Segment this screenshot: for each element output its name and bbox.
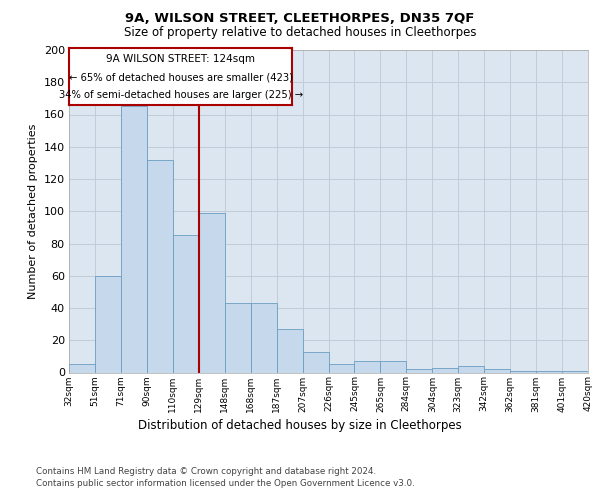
Text: 34% of semi-detached houses are larger (225) →: 34% of semi-detached houses are larger (…: [59, 90, 302, 100]
Bar: [433, 368, 458, 372]
Bar: [199, 213, 224, 372]
Y-axis label: Number of detached properties: Number of detached properties: [28, 124, 38, 299]
Bar: [458, 366, 484, 372]
Bar: [121, 106, 147, 372]
Text: Contains public sector information licensed under the Open Government Licence v3: Contains public sector information licen…: [36, 480, 415, 488]
Bar: [329, 364, 355, 372]
Text: 9A, WILSON STREET, CLEETHORPES, DN35 7QF: 9A, WILSON STREET, CLEETHORPES, DN35 7QF: [125, 12, 475, 25]
Bar: [225, 303, 251, 372]
Text: Size of property relative to detached houses in Cleethorpes: Size of property relative to detached ho…: [124, 26, 476, 39]
Bar: [147, 160, 173, 372]
Bar: [302, 352, 329, 372]
Bar: [69, 364, 95, 372]
Bar: [173, 236, 199, 372]
Bar: [536, 371, 562, 372]
Text: Contains HM Land Registry data © Crown copyright and database right 2024.: Contains HM Land Registry data © Crown c…: [36, 466, 376, 475]
Bar: [562, 371, 588, 372]
Text: ← 65% of detached houses are smaller (423): ← 65% of detached houses are smaller (42…: [68, 72, 293, 83]
Bar: [380, 361, 406, 372]
Bar: [484, 370, 510, 372]
Bar: [277, 329, 302, 372]
Text: Distribution of detached houses by size in Cleethorpes: Distribution of detached houses by size …: [138, 420, 462, 432]
Bar: [406, 370, 432, 372]
Bar: [510, 371, 536, 372]
Bar: [251, 303, 277, 372]
Text: 9A WILSON STREET: 124sqm: 9A WILSON STREET: 124sqm: [106, 54, 255, 64]
Bar: [95, 276, 121, 372]
Bar: [355, 361, 380, 372]
